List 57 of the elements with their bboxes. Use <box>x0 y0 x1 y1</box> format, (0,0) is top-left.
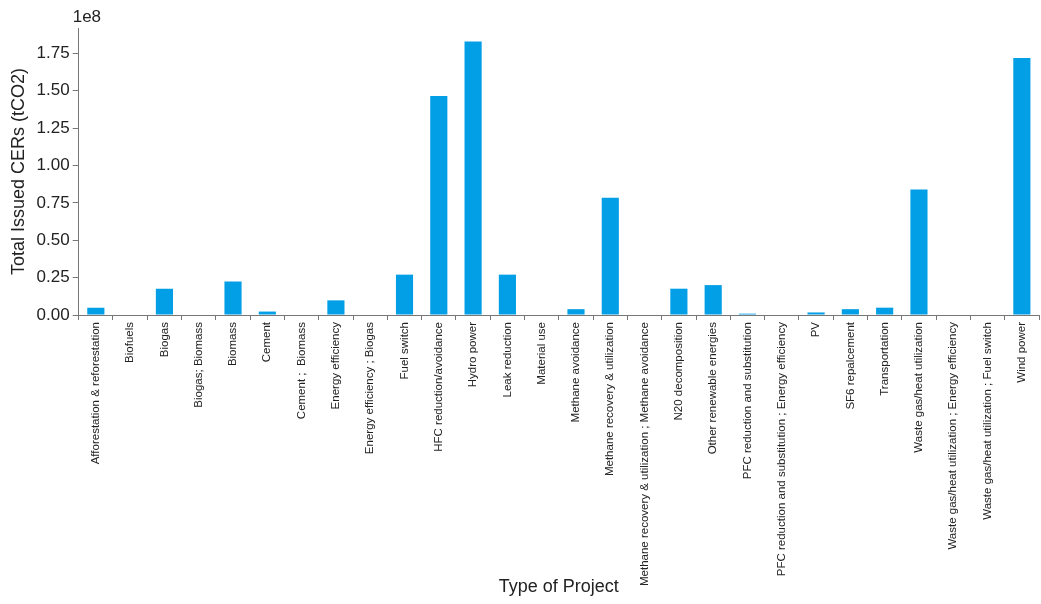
x-tick-label: Other renewable energies <box>706 321 719 455</box>
bar <box>155 288 173 315</box>
x-tick-label: PFC reduction and substitution <box>740 322 753 480</box>
bar <box>704 285 722 315</box>
x-tick-label: PFC reduction and substitution ; Energy efficiency <box>774 321 787 577</box>
bar <box>876 307 894 315</box>
x-tick-label: Methane recovery & utilization ; Methane avoidance <box>637 322 650 587</box>
bar <box>327 300 345 315</box>
x-tick-label: Biogas; Biomass <box>191 321 204 408</box>
x-tick-label: Biogas <box>157 321 170 358</box>
bar <box>464 41 482 315</box>
bar <box>498 274 516 315</box>
x-tick-label: Waste gas/heat utilization ; Fuel switch <box>980 322 993 520</box>
bar <box>1013 57 1031 315</box>
bar <box>567 309 585 315</box>
x-tick-label: Waste gas/heat utilization <box>912 322 925 453</box>
bar <box>807 312 825 315</box>
bar <box>258 311 276 315</box>
x-tick-label: Wind power <box>1015 321 1028 383</box>
x-tick-label: Material use <box>534 322 547 385</box>
x-tick-label: Cement <box>260 321 273 363</box>
y-tick-label: 1.75 <box>36 43 70 63</box>
x-tick-label: Transportation <box>877 322 890 396</box>
y-tick-label: 0.50 <box>36 229 70 249</box>
bar <box>224 281 242 315</box>
x-tick-label: Leak reduction <box>500 322 513 398</box>
x-tick-label: Methane recovery & utilization <box>603 322 616 477</box>
x-tick-label: Afforestation & reforestation <box>89 322 102 465</box>
y-tick-label: 1.50 <box>36 80 70 100</box>
x-tick-label: Methane avoidance <box>569 322 582 423</box>
x-tick-label: Hydro power <box>466 321 479 388</box>
x-tick-label: HFC reduction/avoidance <box>431 322 444 452</box>
x-tick-label: Biofuels <box>123 321 136 363</box>
x-tick-label: Fuel switch <box>397 322 410 380</box>
bar <box>430 96 448 315</box>
x-tick-label: PV <box>809 321 822 338</box>
x-tick-label: Energy efficiency <box>329 321 342 410</box>
x-tick-label: SF6 repalcement <box>843 321 856 410</box>
y-tick-label: 0.25 <box>36 267 70 287</box>
bar <box>670 288 688 315</box>
bar <box>601 197 619 315</box>
y-tick-label: 0.00 <box>36 304 70 324</box>
y-axis-title: Total Issued CERs (tCO2) <box>7 67 28 276</box>
y-tick-label: 0.75 <box>36 192 70 212</box>
x-tick-label: Biomass <box>226 321 239 367</box>
x-tick-label: N20 decomposition <box>672 322 685 421</box>
bar <box>87 307 105 315</box>
x-tick-label: Waste gas/heat utilization ; Energy efficiency <box>946 321 959 550</box>
x-axis-title: Type of Project <box>498 576 619 597</box>
y-tick-label: 1.25 <box>36 117 70 137</box>
bar <box>395 274 414 315</box>
bar <box>841 309 859 315</box>
bar <box>910 189 928 315</box>
x-tick-label: Energy efficiency ; Biogas <box>363 321 376 455</box>
y-tick-label: 1.00 <box>36 155 70 175</box>
x-tick-label: Cement ; Biomass <box>294 321 307 420</box>
text: 1e8 <box>72 7 102 27</box>
